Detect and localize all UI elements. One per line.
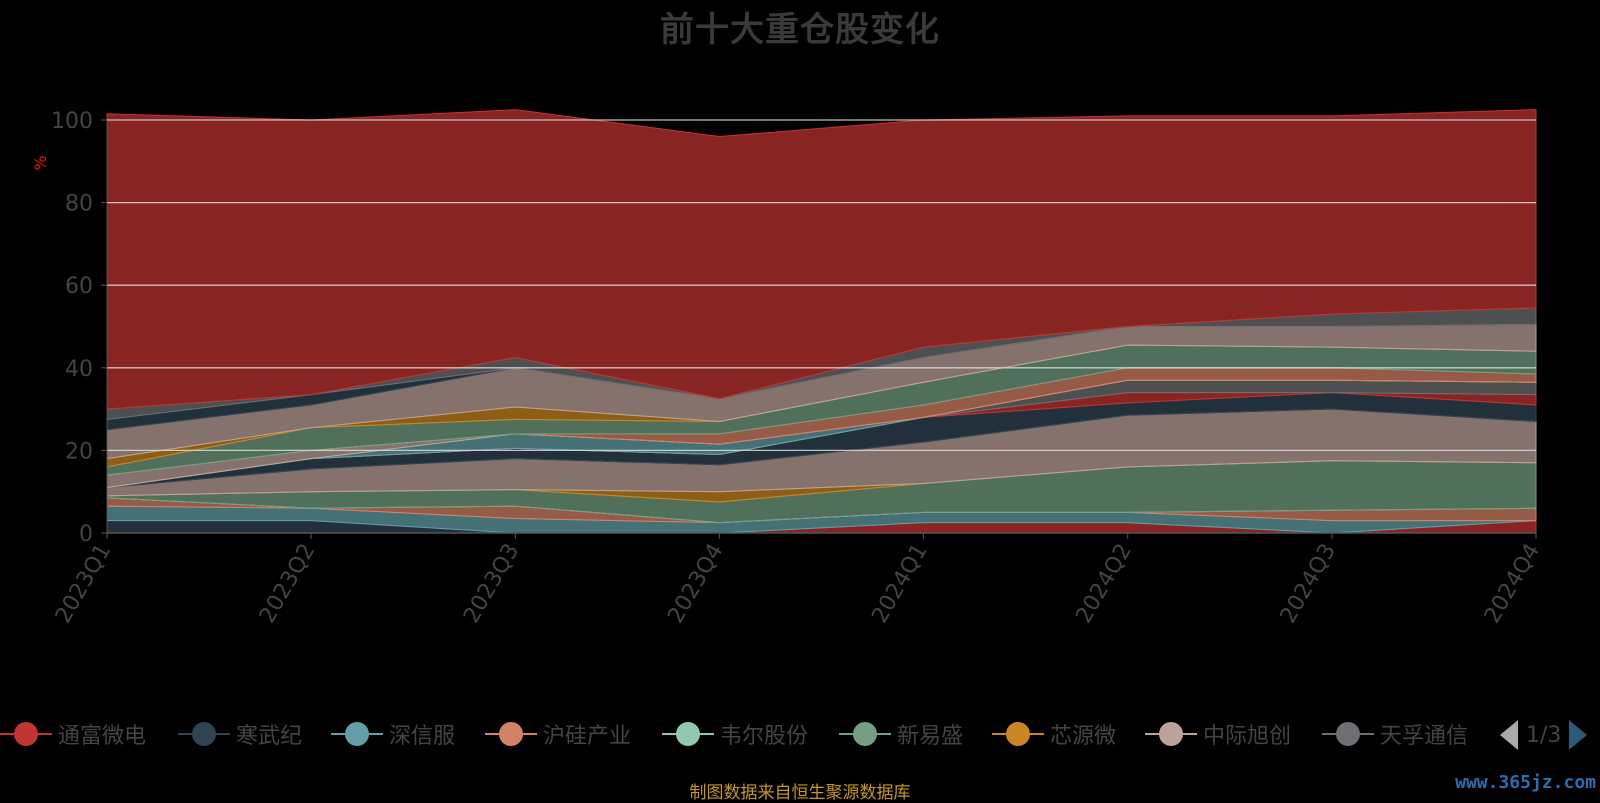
legend-marker-icon: [1322, 721, 1374, 747]
legend-label: 天孚通信: [1380, 724, 1469, 749]
x-tick-label: 2024Q4: [1480, 540, 1545, 628]
chart-title: 前十大重仓股变化: [660, 10, 940, 50]
legend-item[interactable]: 新易盛: [839, 714, 963, 754]
x-tick-label: 2024Q2: [1072, 540, 1137, 628]
area-series-21: [106, 109, 1537, 410]
x-tick-label: 2023Q1: [51, 540, 116, 628]
legend-marker-icon: [178, 721, 230, 747]
legend-label: 通富微电: [58, 724, 147, 749]
legend-label: 新易盛: [897, 724, 964, 749]
legend-marker-icon: [485, 721, 537, 747]
legend-item[interactable]: 韦尔股份: [662, 714, 808, 754]
x-tick-label: 2024Q1: [867, 540, 932, 628]
pager-prev-icon[interactable]: [1500, 720, 1518, 750]
legend-item[interactable]: 深信服: [331, 714, 455, 754]
y-tick-label: 40: [65, 357, 93, 382]
y-tick-label: 60: [65, 274, 93, 299]
legend-marker-icon: [0, 721, 52, 747]
legend-marker-icon: [839, 721, 891, 747]
legend-item[interactable]: 天孚通信: [1322, 714, 1468, 754]
legend-marker-icon: [992, 721, 1044, 747]
source-note: 制图数据来自恒生聚源数据库: [689, 783, 911, 803]
y-axis-label: %: [31, 155, 50, 170]
legend-marker-icon: [662, 721, 714, 747]
legend-label: 芯源微: [1050, 724, 1117, 749]
y-tick-label: 0: [79, 522, 93, 547]
x-axis: 2023Q1 2023Q2 2023Q3 2023Q4 2024Q1 2024Q2 2024…: [51, 532, 1545, 628]
legend-label: 中际旭创: [1203, 724, 1292, 749]
y-tick-label: 100: [51, 109, 93, 134]
legend-item[interactable]: 中际旭创: [1145, 714, 1291, 754]
watermark: www.365jz.com: [1455, 772, 1596, 793]
legend-pager: 1/3: [1500, 718, 1588, 752]
legend-item[interactable]: 通富微电: [0, 714, 146, 754]
legend-label: 深信服: [389, 724, 456, 749]
x-tick-label: 2023Q4: [663, 540, 728, 628]
x-tick-label: 2023Q3: [459, 540, 524, 628]
x-tick-label: 2024Q3: [1276, 540, 1341, 628]
y-tick-label: 20: [65, 439, 93, 464]
legend: 通富微电 寒武纪 深信服 沪硅产业 韦尔股份 新易盛 芯源微 中际旭创 天孚通信: [0, 714, 1600, 754]
pager-next-icon[interactable]: [1569, 720, 1588, 750]
y-axis: 0 20 40 60 80 100: [51, 109, 108, 547]
legend-item[interactable]: 芯源微: [992, 714, 1116, 754]
x-tick-label: 2023Q2: [255, 540, 320, 628]
legend-marker-icon: [1145, 721, 1197, 747]
legend-marker-icon: [331, 721, 383, 747]
area-layers: [106, 109, 1537, 534]
legend-item[interactable]: 沪硅产业: [485, 714, 631, 754]
pager-page-indicator: 1/3: [1526, 722, 1562, 748]
legend-label: 韦尔股份: [720, 724, 809, 749]
legend-item[interactable]: 寒武纪: [178, 714, 302, 754]
legend-label: 寒武纪: [236, 724, 303, 749]
grid-lines: [107, 119, 1536, 452]
legend-label: 沪硅产业: [543, 724, 632, 749]
y-tick-label: 80: [65, 192, 93, 217]
